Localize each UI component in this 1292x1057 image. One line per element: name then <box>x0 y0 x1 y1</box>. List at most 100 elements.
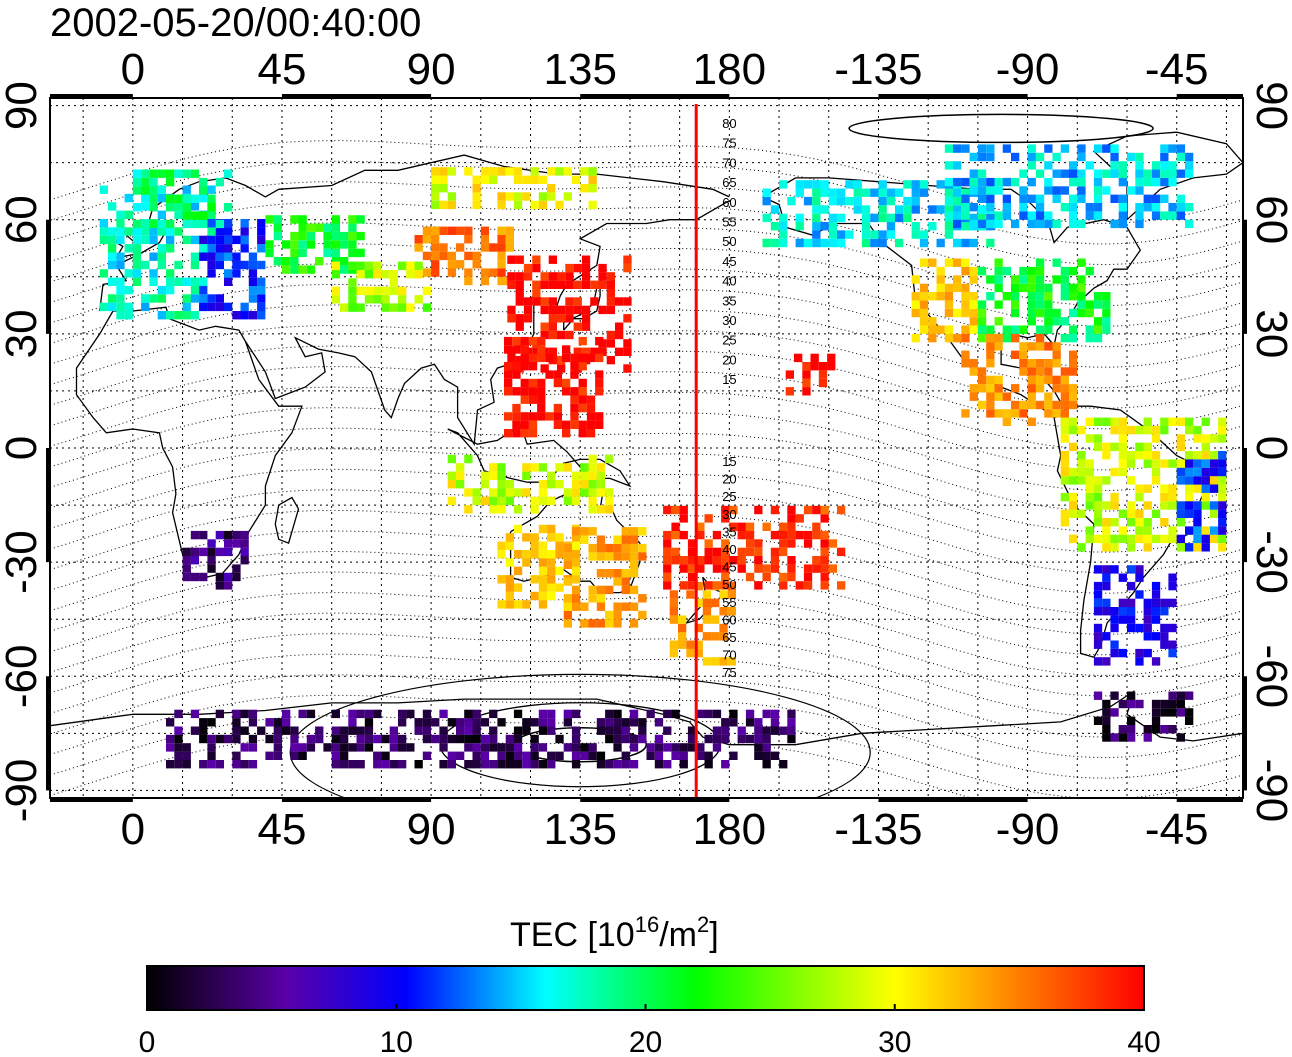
tec-cell <box>1118 451 1127 460</box>
tec-cell <box>1176 152 1185 162</box>
tec-cell <box>1218 434 1227 443</box>
tec-cell <box>596 471 606 480</box>
tec-cell <box>671 522 680 531</box>
tec-cell <box>224 277 233 286</box>
tec-cell <box>538 591 548 601</box>
tec-cell <box>686 640 695 649</box>
tec-cell <box>770 222 780 231</box>
tec-cell <box>530 734 539 744</box>
tec-cell <box>787 530 796 540</box>
tec-cell <box>596 463 606 472</box>
tec-cell <box>638 726 647 735</box>
magnetic-contour <box>50 592 1243 676</box>
tec-cell <box>513 751 523 760</box>
tec-cell <box>1085 211 1094 220</box>
tec-cell <box>663 556 672 565</box>
tec-cell <box>537 378 546 388</box>
colorbar-gradient <box>146 965 1145 1011</box>
tec-cell <box>1011 384 1020 393</box>
tec-cell <box>986 275 995 284</box>
tec-cell <box>1035 325 1045 334</box>
tec-cell <box>257 726 266 735</box>
tec-cell <box>141 219 150 229</box>
tec-cell <box>340 257 349 266</box>
tec-cell <box>704 556 713 565</box>
frame-bar-top <box>1176 94 1243 98</box>
tec-cell <box>679 556 688 565</box>
tec-cell <box>870 238 879 248</box>
tec-cell <box>174 260 183 270</box>
tec-cell <box>1176 169 1185 178</box>
tec-cell <box>1060 459 1069 468</box>
tec-cell <box>762 564 771 573</box>
tec-cell <box>513 583 523 592</box>
tec-cell <box>1027 177 1036 187</box>
tec-cell <box>779 222 788 231</box>
tec-cell <box>779 522 788 531</box>
lon-tick-label-top: 0 <box>121 45 145 94</box>
tec-cell <box>182 311 191 320</box>
tec-cell <box>174 202 183 211</box>
tec-cell <box>174 210 183 219</box>
tec-cell <box>953 205 962 214</box>
tec-cell <box>522 600 531 609</box>
tec-cell <box>406 261 415 270</box>
tec-cell <box>1027 211 1036 220</box>
tec-cell <box>1143 501 1152 510</box>
south-contour-label: 60 <box>722 612 736 627</box>
tec-cell <box>1052 169 1061 178</box>
tec-cell <box>555 533 564 542</box>
tec-cell <box>663 505 672 515</box>
frame-bar-left <box>46 448 50 563</box>
tec-cell <box>464 251 473 261</box>
tec-cell <box>528 420 538 429</box>
tec-cell <box>803 564 813 573</box>
tec-cell <box>803 505 813 515</box>
south-contour-label: 20 <box>722 472 736 487</box>
south-contour-label: 55 <box>722 595 736 610</box>
tec-cell <box>1118 607 1127 616</box>
tec-cell <box>1085 417 1094 426</box>
tec-cell <box>515 297 524 306</box>
tec-cell <box>273 751 282 760</box>
tec-cell <box>174 169 183 178</box>
tec-region <box>961 333 1078 426</box>
tec-cell <box>578 387 587 396</box>
tec-region <box>911 258 978 343</box>
tec-cell <box>207 244 216 253</box>
tec-cell <box>1102 292 1111 301</box>
tec-cell <box>472 192 481 201</box>
tec-cell <box>364 743 374 752</box>
tec-cell <box>1060 425 1069 435</box>
tec-cell <box>1151 509 1161 518</box>
tec-cell <box>595 353 604 363</box>
tec-cell <box>696 556 705 565</box>
tec-cell <box>638 594 647 603</box>
tec-cell <box>99 302 108 312</box>
tec-cell <box>919 188 929 197</box>
tec-cell <box>745 718 755 727</box>
magnetic-contour <box>50 427 1243 512</box>
tec-cell <box>787 505 796 515</box>
tec-cell <box>340 751 349 760</box>
tec-cell <box>306 231 316 241</box>
tec-cell <box>1151 632 1161 641</box>
tec-cell <box>1069 442 1078 452</box>
tec-cell <box>1085 325 1094 334</box>
tec-cell <box>570 395 579 404</box>
tec-cell <box>472 751 481 760</box>
tec-cell <box>1077 152 1086 162</box>
tec-cell <box>961 409 970 418</box>
tec-cell <box>787 734 796 744</box>
tec-cell <box>1035 359 1045 368</box>
tec-cell <box>240 547 249 557</box>
tec-cell <box>199 277 208 286</box>
tec-cell <box>439 175 448 184</box>
tec-cell <box>936 325 945 334</box>
tec-cell <box>598 305 607 315</box>
tec-cell <box>290 257 299 266</box>
tec-cell <box>1151 451 1161 460</box>
tec-cell <box>1027 161 1036 170</box>
tec-cell <box>182 235 191 245</box>
tec-cell <box>588 585 597 595</box>
